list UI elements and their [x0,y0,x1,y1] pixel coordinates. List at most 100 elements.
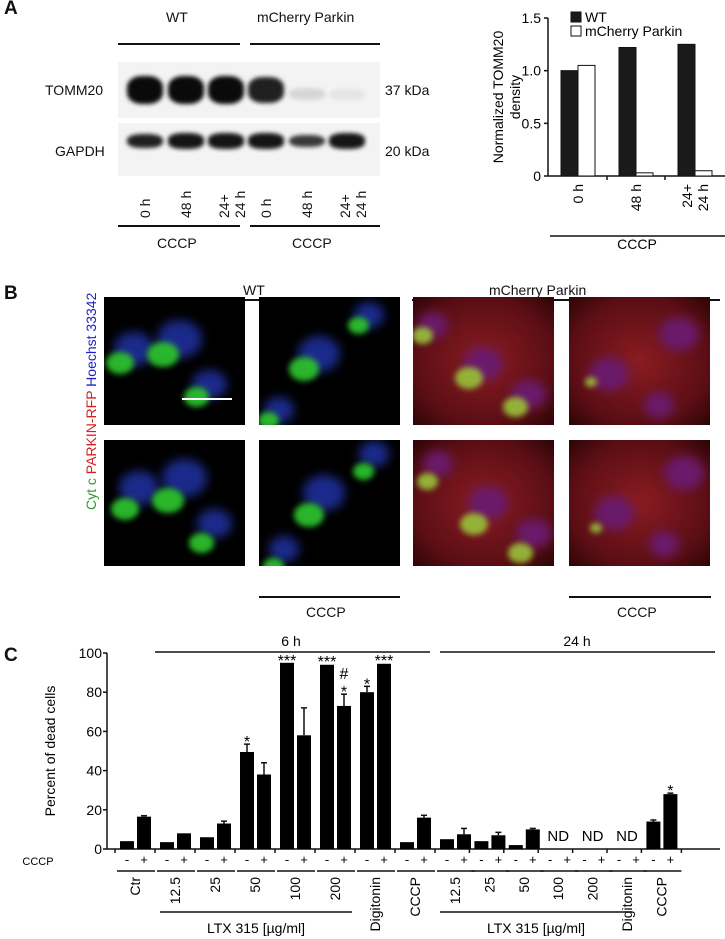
group-label: CCCP [653,877,669,917]
y-tick-label: 100 [79,645,103,661]
group-label: 100 [550,877,566,901]
microscopy-image [104,297,245,425]
divider [105,299,400,301]
compound-label: LTX 315 [µg/ml] [487,920,585,936]
y-tick-label: 1.0 [522,63,542,79]
mitochondria [347,317,369,334]
cccp-sign: - [651,852,655,867]
mitochondria [585,377,598,387]
mitochondria [352,463,374,480]
cccp-sign: - [479,852,483,867]
divider [118,43,240,45]
cccp-sign: + [340,852,348,867]
cccp-sign: - [325,852,329,867]
significance-mark: *** [318,654,337,671]
x-tick-label: 48 h [628,184,644,211]
cccp-sign: + [260,852,268,867]
treatment-label: CCCP [292,235,332,251]
blot-band [168,76,204,104]
y-axis-label: density [507,75,523,119]
microscopy-image [413,440,554,566]
cccp-row-label: CCCP [22,856,53,868]
treatment-label: CCCP [306,604,346,620]
nucleus [269,536,299,562]
group-label: 12.5 [447,877,463,904]
blot-group-wt: WT [166,9,188,25]
mitochondria [110,498,139,521]
group-label: 50 [247,877,263,893]
divider [412,299,720,301]
group-label: Digitonin [367,877,383,931]
blot-group-mcherry: mCherry Parkin [257,9,355,25]
cccp-sign: - [514,852,518,867]
bar [337,705,351,849]
blot-gapdh [118,123,380,176]
mitochondria [454,367,483,390]
significance-mark: ND [582,828,604,845]
blot-band [289,134,325,148]
bar [360,692,374,849]
cccp-sign: + [563,852,571,867]
y-tick-label: 80 [86,684,102,700]
cccp-sign: + [140,852,148,867]
legend-label: WT [585,9,607,25]
bar [200,837,214,849]
panel-label-a: A [4,0,18,19]
cccp-sign: + [420,852,428,867]
mitochondria [152,488,184,514]
microscopy-image [413,297,554,425]
cccp-sign: + [667,852,675,867]
blot-band [248,133,284,149]
mitochondria [259,412,279,425]
mitochondria [413,327,433,344]
nucleus [649,531,679,557]
cccp-sign: - [582,852,586,867]
bar [240,751,254,849]
compound-label: LTX 315 [µg/ml] [207,920,305,936]
legend-swatch [570,25,582,37]
bar [417,817,431,849]
significance-mark: ND [547,828,569,845]
significance-mark: * [667,783,673,800]
cccp-sign: - [245,852,249,867]
cccp-sign: + [632,852,640,867]
cccp-sign: - [205,852,209,867]
y-tick-label: 20 [86,802,102,818]
bar [474,841,489,849]
cccp-sign: - [617,852,621,867]
group-label: 100 [287,877,303,901]
panel-label-c: C [4,645,18,666]
y-tick-label: 1.5 [522,10,542,26]
cccp-sign: - [165,852,169,867]
cccp-sign: + [300,852,308,867]
bar [491,835,506,849]
group-label: Digitonin [619,877,635,931]
nucleus [664,456,704,490]
bar [400,842,414,849]
y-axis-label: Percent of dead cells [42,686,58,817]
bar [377,663,391,849]
cccp-sign: - [365,852,369,867]
bar [280,662,294,849]
divider [250,225,380,227]
y-tick-label: 0 [533,168,541,184]
x-tick-label: 24 h [695,184,711,211]
nucleus [659,317,699,351]
protein-label-tomm20: TOMM20 [45,82,104,98]
nucleus [589,357,629,391]
significance-mark: *** [278,653,297,670]
bar [160,842,174,849]
bar [177,833,191,849]
microscopy-image [569,440,710,566]
group-label: 50 [516,877,532,893]
divider [569,596,711,598]
blot-band [329,89,365,101]
mitochondria [416,473,438,490]
significance-mark: ND [616,828,638,845]
mitochondria [189,533,214,553]
cccp-sign: + [529,852,537,867]
blot-band [127,76,163,104]
group-label: CCCP [407,877,423,917]
bar [508,845,523,849]
